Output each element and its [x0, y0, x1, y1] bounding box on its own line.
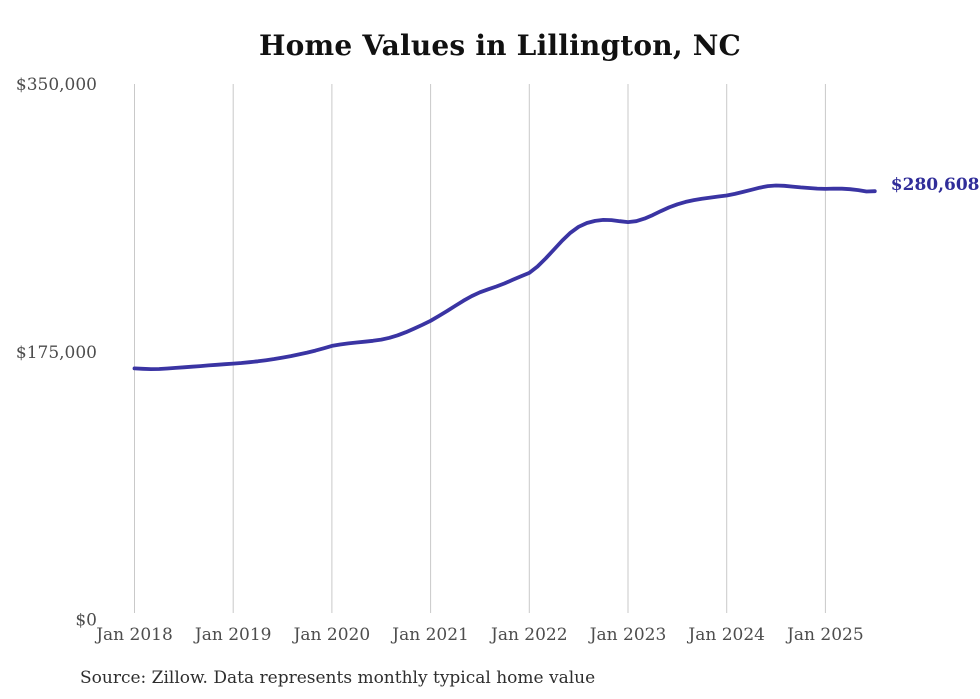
x-axis-tick-label: Jan 2024 [686, 625, 765, 645]
chart-title: Home Values in Lillington, NC [259, 29, 741, 62]
y-axis-tick-label: $175,000 [16, 343, 97, 363]
x-axis-tick-label: Jan 2025 [785, 625, 864, 645]
end-value-label: $280,608 [891, 175, 980, 195]
x-axis-tick-label: Jan 2018 [94, 625, 173, 645]
x-axis-tick-label: Jan 2023 [588, 625, 667, 645]
y-axis-tick-label: $0 [75, 611, 97, 631]
x-axis-tick-label: Jan 2019 [193, 625, 272, 645]
x-axis-tick-label: Jan 2021 [390, 625, 469, 645]
y-axis-tick-label: $350,000 [16, 75, 97, 95]
home-value-series-line [132, 183, 877, 371]
home-values-line-chart: Jan 2018 Jan 2019 Jan 2020 Jan 2021 Jan 2022… [16, 75, 980, 645]
source-note: Source: Zillow. Data represents monthly … [80, 668, 596, 688]
x-axis-tick-label: Jan 2022 [489, 625, 568, 645]
x-axis-tick-label: Jan 2020 [292, 625, 371, 645]
